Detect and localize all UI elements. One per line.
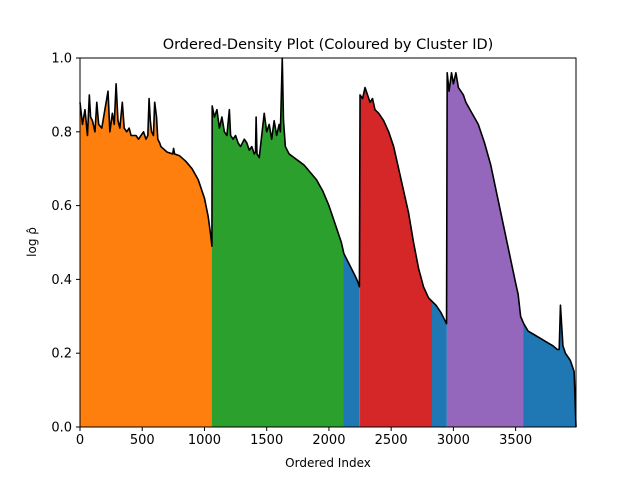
chart-title: Ordered-Density Plot (Coloured by Cluste… — [163, 37, 494, 53]
axes — [79, 57, 577, 428]
x-tick-label: 1000 — [188, 433, 221, 448]
x-tick-label: 500 — [130, 433, 155, 448]
x-tick-label: 3000 — [437, 433, 470, 448]
y-tick-label: 0.4 — [51, 273, 72, 288]
density-line-layer — [79, 57, 577, 428]
density-line — [79, 57, 577, 428]
y-tick-label: 0.8 — [51, 125, 72, 140]
segment-green-1 — [211, 57, 345, 428]
x-tick-label: 3500 — [499, 433, 532, 448]
x-tick-label: 1500 — [250, 433, 283, 448]
x-axis-label: Ordered Index — [285, 456, 371, 470]
y-axis-label: log ρ̂ — [25, 227, 39, 257]
segment-orange-0 — [79, 83, 213, 428]
y-tick-label: 1.0 — [51, 52, 72, 67]
y-tick-label: 0.2 — [51, 347, 72, 362]
x-tick-label: 2500 — [375, 433, 408, 448]
segment-blue-6 — [523, 305, 577, 428]
tick-marks: 0 500 1000 1500 2000 2500 3000 3500 0.0 0.2 0.4 0.6… — [51, 52, 532, 449]
x-tick-label: 2000 — [312, 433, 345, 448]
x-tick-label: 0 — [76, 433, 84, 448]
cluster-segments — [79, 57, 577, 428]
y-tick-label: 0.6 — [51, 199, 72, 214]
segment-red-3 — [359, 86, 433, 428]
segment-purple-5 — [446, 72, 525, 428]
plot-frame — [79, 57, 577, 428]
y-tick-label: 0.0 — [51, 421, 72, 436]
